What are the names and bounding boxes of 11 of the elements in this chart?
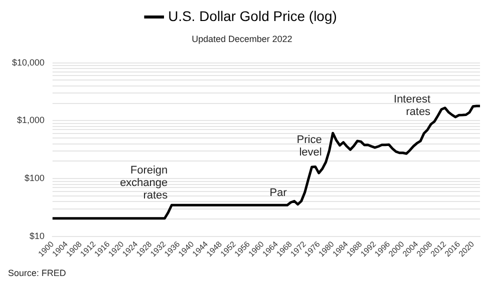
legend-label: U.S. Dollar Gold Price (log) <box>168 8 337 24</box>
annotation: Foreign exchange rates <box>120 164 168 202</box>
annotation: Par <box>270 186 288 199</box>
y-tick-label: $1,000 <box>17 115 45 126</box>
annotation: Interest rates <box>394 93 431 118</box>
y-tick-label: $10,000 <box>12 57 45 68</box>
y-tick-label: $100 <box>24 173 45 184</box>
annotation: Price level <box>296 134 322 159</box>
source-note: Source: FRED <box>8 268 67 278</box>
chart-subtitle: Updated December 2022 <box>192 34 292 44</box>
y-tick-label: $10 <box>30 231 45 242</box>
